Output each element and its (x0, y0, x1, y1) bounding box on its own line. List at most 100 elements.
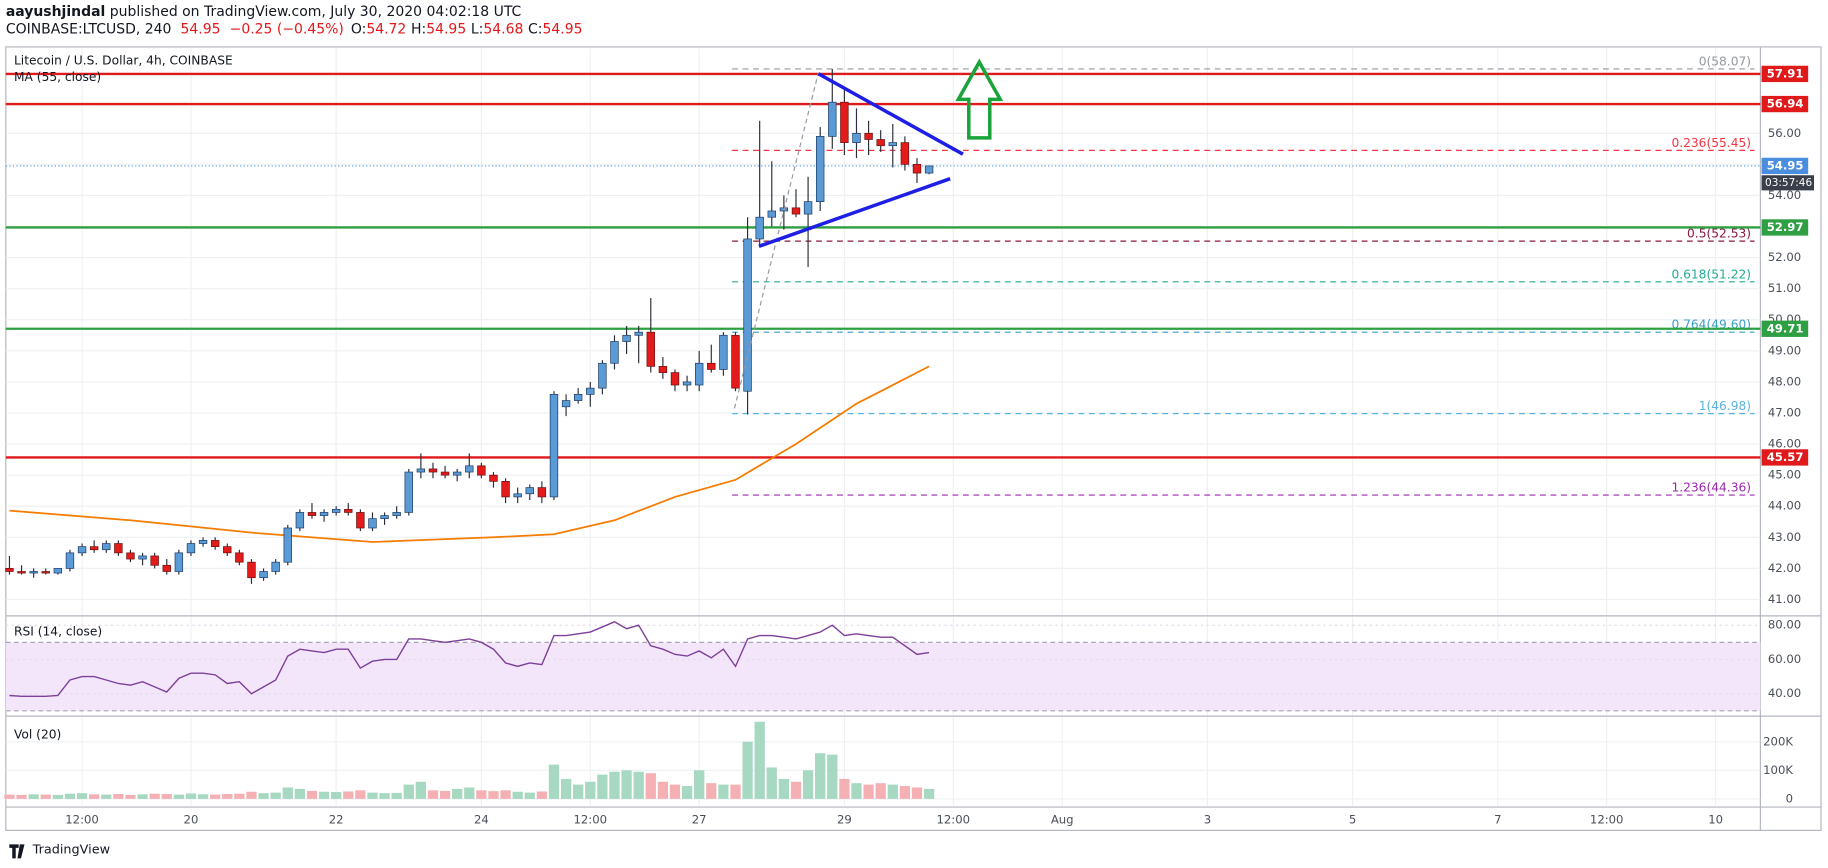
volume-bar (282, 787, 293, 799)
volume-bar (657, 781, 669, 799)
x-tick-label: 12:00 (937, 812, 971, 826)
candle-body (803, 201, 813, 215)
triangle-lower-line (758, 177, 951, 248)
volume-bar (815, 753, 826, 799)
last-price-label: 54.95 (1767, 158, 1804, 172)
candle-body (295, 512, 305, 529)
volume-bar (633, 771, 644, 799)
candle-body (283, 527, 292, 563)
volume-bar (391, 792, 402, 799)
triangle-upper-line (817, 72, 964, 156)
volume-bar (149, 793, 160, 799)
x-tick-label: 27 (692, 812, 707, 826)
price-tag-label: 49.71 (1767, 321, 1804, 335)
volume-bar (210, 794, 221, 799)
volume-bar (536, 791, 548, 799)
candle-body (513, 493, 522, 498)
ohlc-value: 54.95 (543, 21, 583, 37)
candle-body (864, 132, 873, 140)
y-tick-label: 56.00 (1768, 126, 1801, 140)
y-tick-label: 40.00 (1768, 686, 1801, 700)
price-tag (1761, 320, 1809, 337)
ohlc-value: 54.95 (426, 21, 466, 37)
volume-bar (488, 791, 499, 799)
y-tick-label: 44.00 (1768, 499, 1801, 513)
candle-body (41, 571, 50, 574)
author[interactable]: aayushjindal (6, 4, 105, 20)
price-tag (1761, 219, 1809, 236)
symbol: COINBASE:LTCUSD, 240 (6, 21, 172, 37)
candle-body (876, 139, 885, 147)
candle-body (815, 136, 825, 202)
candle-body (404, 471, 413, 513)
candle-body (235, 552, 244, 563)
candle-body (440, 471, 450, 476)
candle-body (223, 546, 232, 554)
volume-bar (76, 793, 88, 799)
volume-bar (125, 794, 136, 799)
volume-bar (464, 787, 475, 799)
x-tick-label: 3 (1204, 812, 1211, 826)
y-tick-label: 60.00 (1768, 652, 1801, 666)
volume-bar (560, 778, 572, 799)
volume-bar (597, 774, 608, 799)
y-tick-label: 100K (1763, 763, 1793, 777)
breakout-arrow (955, 58, 1004, 140)
ohlc-value: 54.72 (366, 21, 406, 37)
volume-bar (16, 794, 27, 799)
candle-body (126, 552, 135, 560)
x-tick-label: 5 (1349, 812, 1356, 826)
price-tag-label: 56.94 (1767, 97, 1804, 111)
countdown-tag (1761, 175, 1815, 191)
brand[interactable]: TradingView (32, 843, 110, 858)
price-tag (1761, 95, 1809, 113)
volume-bar (403, 784, 414, 799)
candle-body (646, 331, 655, 367)
y-tick-label: 42.00 (1768, 561, 1801, 575)
volume-bar (778, 778, 790, 799)
fib-label: 0(58.07) (1699, 54, 1751, 68)
volume-bar (234, 793, 245, 799)
x-tick-label: 12:00 (1590, 812, 1624, 826)
fib-label: 0.5(52.53) (1687, 227, 1751, 241)
candle-body (489, 474, 498, 482)
fib-label: 1.236(44.36) (1671, 481, 1751, 495)
x-tick-label: 22 (329, 812, 344, 826)
volume-bar (512, 791, 523, 799)
volume-bar (113, 794, 124, 799)
candle-body (791, 207, 801, 215)
candle-body (573, 393, 583, 401)
volume-bar (694, 770, 705, 799)
candle-body (138, 555, 147, 560)
volume-bar (379, 793, 390, 799)
x-tick-label: 12:00 (65, 812, 99, 826)
candle-body (89, 546, 99, 551)
fib-label: 1(46.98) (1699, 399, 1751, 413)
volume-bar (161, 794, 172, 799)
candle-body (416, 468, 426, 473)
volume-bar (40, 794, 51, 799)
y-tick-label: 80.00 (1768, 618, 1801, 632)
volume-bar (609, 771, 620, 799)
countdown: 03:57:46 (1765, 177, 1812, 189)
candle-body (852, 132, 861, 143)
volume-bar (754, 721, 765, 799)
y-tick-label: 0 (1786, 791, 1793, 805)
fib-label: 0.618(51.22) (1671, 267, 1751, 281)
candle-body (210, 540, 220, 547)
candle-body (634, 331, 643, 336)
candle-body (912, 164, 922, 174)
y-tick-label: 48.00 (1768, 374, 1801, 388)
ohlc-label: O: (351, 21, 366, 37)
volume-bar (415, 781, 427, 799)
candle-body (452, 471, 462, 476)
rsi-band (5, 642, 1761, 711)
candle-body (670, 372, 680, 386)
labels: Litecoin / U.S. Dollar, 4h, COINBASE MA … (14, 53, 233, 741)
candle-body (598, 362, 607, 389)
volume-bar (923, 788, 935, 799)
x-tick-label: 29 (837, 812, 852, 826)
candle-body (428, 468, 438, 473)
volume-bar (246, 791, 257, 799)
volume-bar (500, 790, 511, 799)
